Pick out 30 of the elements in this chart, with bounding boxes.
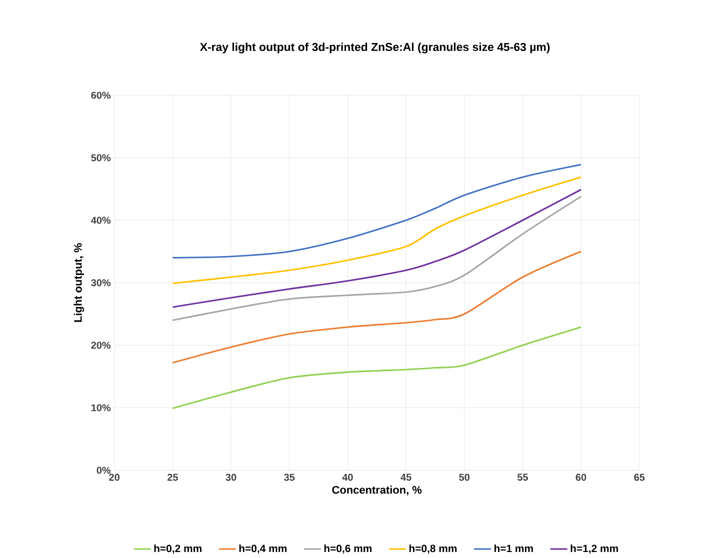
y-tick-label: 50% — [91, 154, 111, 162]
legend-label: h=0,2 mm — [154, 544, 202, 554]
y-tick-label: 0% — [96, 466, 111, 474]
x-axis-title: Concentration, % — [332, 486, 422, 496]
x-tick-label: 35 — [284, 474, 295, 482]
x-tick-label: 55 — [517, 474, 528, 481]
y-axis-title: Light output, % — [74, 243, 84, 322]
x-tick-label: 25 — [167, 474, 178, 482]
legend-label: h=1,2 mm — [570, 544, 618, 554]
y-tick-label: 30% — [91, 279, 111, 287]
legend-label: h=0,6 mm — [324, 544, 372, 554]
legend-label: h=1 mm — [494, 544, 533, 552]
x-tick-label: 60 — [576, 474, 586, 482]
x-tick-label: 45 — [400, 474, 412, 481]
chart-title: X-ray light output of 3d-printed ZnSe:Al (granules size 45-63 µm) — [200, 42, 550, 54]
line-series — [172, 326, 582, 410]
x-tick-label: 50 — [459, 474, 470, 482]
y-tick-label: 10% — [92, 404, 111, 412]
line-series — [172, 250, 582, 364]
line-series — [172, 176, 582, 284]
legend-label: h=0,4 mm — [239, 544, 286, 554]
y-tick-label: 20% — [91, 342, 111, 349]
x-tick-label: 65 — [634, 474, 645, 482]
x-tick-label: 40 — [342, 474, 353, 482]
x-tick-label: 20 — [109, 474, 120, 482]
line-series — [172, 164, 582, 259]
y-tick-label: 40% — [91, 216, 111, 224]
y-tick-label: 60% — [91, 92, 111, 100]
legend-label: h=0,8 mm — [409, 544, 457, 554]
x-tick-label: 30 — [226, 474, 236, 482]
